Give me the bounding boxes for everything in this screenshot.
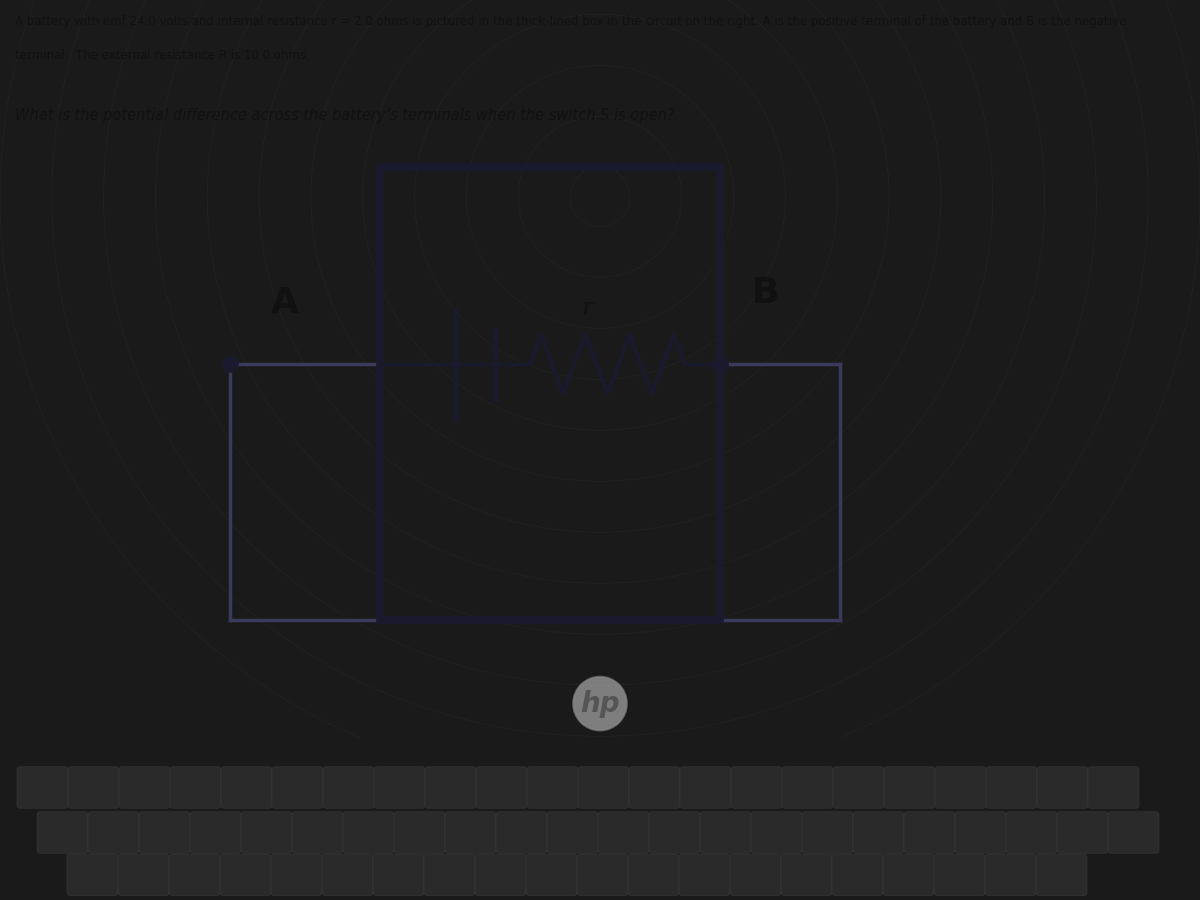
FancyBboxPatch shape (782, 767, 833, 808)
FancyBboxPatch shape (781, 854, 832, 896)
FancyBboxPatch shape (985, 854, 1036, 896)
FancyBboxPatch shape (904, 812, 955, 853)
FancyBboxPatch shape (649, 812, 700, 853)
FancyBboxPatch shape (221, 767, 272, 808)
FancyBboxPatch shape (292, 812, 343, 853)
FancyBboxPatch shape (190, 812, 241, 853)
FancyBboxPatch shape (577, 854, 628, 896)
FancyBboxPatch shape (271, 854, 322, 896)
FancyBboxPatch shape (731, 767, 782, 808)
FancyBboxPatch shape (67, 854, 118, 896)
FancyBboxPatch shape (833, 767, 884, 808)
FancyBboxPatch shape (629, 767, 680, 808)
FancyBboxPatch shape (496, 812, 547, 853)
FancyBboxPatch shape (424, 854, 475, 896)
FancyBboxPatch shape (475, 854, 526, 896)
FancyBboxPatch shape (476, 767, 527, 808)
FancyBboxPatch shape (425, 767, 476, 808)
FancyBboxPatch shape (547, 812, 598, 853)
FancyBboxPatch shape (628, 854, 679, 896)
Text: terminal.  The external resistance R is 10.0 ohms.: terminal. The external resistance R is 1… (14, 50, 310, 62)
Text: hp: hp (580, 689, 620, 717)
FancyBboxPatch shape (526, 854, 577, 896)
FancyBboxPatch shape (578, 767, 629, 808)
FancyBboxPatch shape (934, 854, 985, 896)
FancyBboxPatch shape (1006, 812, 1057, 853)
Text: What is the potential difference across the battery’s terminals when the switch : What is the potential difference across … (14, 108, 674, 123)
FancyBboxPatch shape (445, 812, 496, 853)
FancyBboxPatch shape (323, 767, 374, 808)
FancyBboxPatch shape (169, 854, 220, 896)
FancyBboxPatch shape (373, 854, 424, 896)
FancyBboxPatch shape (272, 767, 323, 808)
FancyBboxPatch shape (802, 812, 853, 853)
FancyBboxPatch shape (139, 812, 190, 853)
FancyBboxPatch shape (679, 854, 730, 896)
FancyBboxPatch shape (1057, 812, 1108, 853)
FancyBboxPatch shape (17, 767, 68, 808)
FancyBboxPatch shape (598, 812, 649, 853)
FancyBboxPatch shape (680, 767, 731, 808)
FancyBboxPatch shape (955, 812, 1006, 853)
FancyBboxPatch shape (1108, 812, 1159, 853)
FancyBboxPatch shape (730, 854, 781, 896)
FancyBboxPatch shape (241, 812, 292, 853)
FancyBboxPatch shape (884, 767, 935, 808)
FancyBboxPatch shape (883, 854, 934, 896)
FancyBboxPatch shape (751, 812, 802, 853)
FancyBboxPatch shape (832, 854, 883, 896)
FancyBboxPatch shape (1036, 854, 1087, 896)
FancyBboxPatch shape (935, 767, 986, 808)
FancyBboxPatch shape (853, 812, 904, 853)
FancyBboxPatch shape (88, 812, 139, 853)
FancyBboxPatch shape (343, 812, 394, 853)
FancyBboxPatch shape (119, 767, 170, 808)
Text: r: r (582, 297, 594, 320)
FancyBboxPatch shape (986, 767, 1037, 808)
FancyBboxPatch shape (1088, 767, 1139, 808)
FancyBboxPatch shape (118, 854, 169, 896)
FancyBboxPatch shape (68, 767, 119, 808)
FancyBboxPatch shape (322, 854, 373, 896)
FancyBboxPatch shape (1037, 767, 1088, 808)
Text: A: A (271, 286, 299, 320)
FancyBboxPatch shape (374, 767, 425, 808)
FancyBboxPatch shape (527, 767, 578, 808)
FancyBboxPatch shape (37, 812, 88, 853)
Text: A battery with emf 24.0 volts and internal resistance r = 2.0 ohms is pictured i: A battery with emf 24.0 volts and intern… (14, 14, 1127, 28)
FancyBboxPatch shape (220, 854, 271, 896)
FancyBboxPatch shape (170, 767, 221, 808)
Text: B: B (751, 276, 779, 310)
Bar (380, 167, 720, 620)
FancyBboxPatch shape (700, 812, 751, 853)
FancyBboxPatch shape (394, 812, 445, 853)
